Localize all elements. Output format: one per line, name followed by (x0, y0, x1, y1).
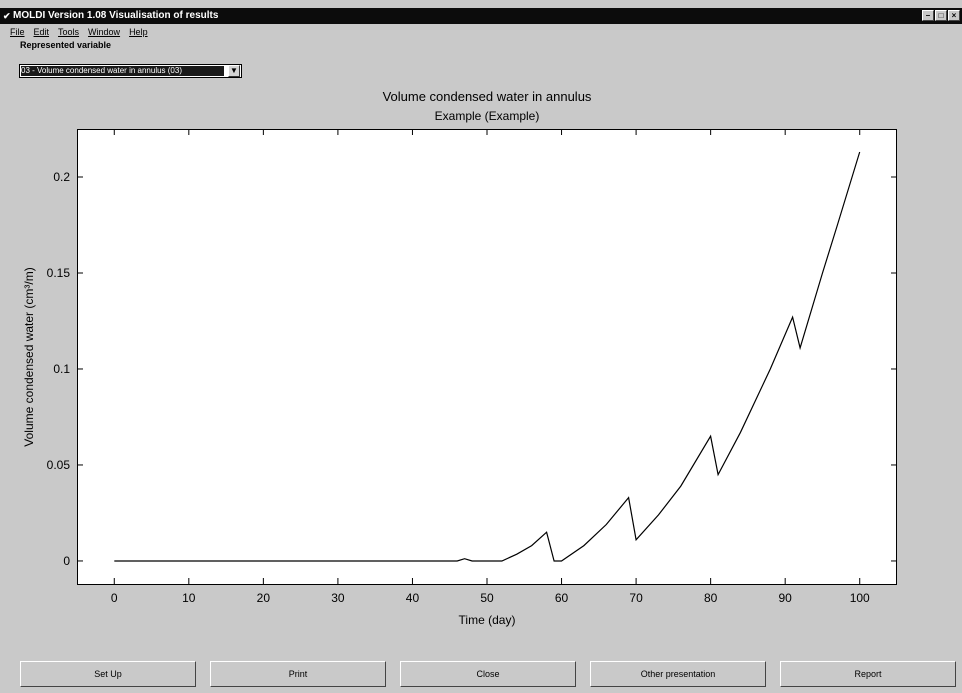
y-tick-label: 0.2 (53, 170, 70, 184)
maximize-button[interactable]: □ (935, 10, 947, 21)
close-window-button[interactable]: Close (400, 661, 576, 687)
represented-variable-select[interactable]: 03 - Volume condensed water in annulus (… (19, 64, 242, 78)
represented-variable-label: Represented variable (20, 40, 112, 50)
y-axis-label: Volume condensed water (cm³/m) (22, 267, 36, 446)
print-button[interactable]: Print (210, 661, 386, 687)
menu-bar: File Edit Tools Window Help (10, 27, 148, 39)
report-button[interactable]: Report (780, 661, 956, 687)
x-tick-label: 0 (111, 591, 118, 605)
chart-subtitle: Example (Example) (435, 109, 540, 123)
plot-area (77, 129, 897, 585)
x-tick-label: 60 (555, 591, 569, 605)
menu-tools[interactable]: Tools (58, 27, 80, 37)
x-axis-label: Time (day) (459, 613, 516, 627)
app-icon[interactable]: ✔ (3, 11, 11, 21)
chart: Volume condensed water in annulus Exampl… (22, 89, 897, 627)
other-presentation-button[interactable]: Other presentation (590, 661, 766, 687)
y-axis: 0 0.05 0.1 0.15 0.2 (47, 170, 897, 568)
x-tick-label: 40 (406, 591, 420, 605)
setup-button[interactable]: Set Up (20, 661, 196, 687)
title-bar: ✔ MOLDI Version 1.08 Visualisation of re… (0, 8, 962, 24)
menu-help[interactable]: Help (129, 27, 148, 37)
x-tick-label: 100 (850, 591, 870, 605)
y-tick-label: 0.05 (47, 458, 71, 472)
represented-variable-value: 03 - Volume condensed water in annulus (… (21, 66, 224, 76)
minimize-button[interactable]: – (922, 10, 934, 21)
window-title: MOLDI Version 1.08 Visualisation of resu… (13, 10, 219, 21)
x-tick-label: 30 (331, 591, 345, 605)
chevron-down-icon[interactable]: ▼ (228, 65, 240, 77)
x-tick-label: 90 (779, 591, 793, 605)
menu-file[interactable]: File (10, 27, 25, 37)
y-tick-label: 0 (63, 554, 70, 568)
x-axis: 0 10 20 30 40 50 60 70 80 90 100 (111, 129, 870, 605)
x-tick-label: 10 (182, 591, 196, 605)
x-tick-label: 70 (629, 591, 643, 605)
y-tick-label: 0.15 (47, 266, 71, 280)
y-tick-label: 0.1 (53, 362, 70, 376)
x-tick-label: 50 (480, 591, 494, 605)
close-button[interactable]: × (948, 10, 960, 21)
menu-window[interactable]: Window (88, 27, 121, 37)
x-tick-label: 20 (257, 591, 271, 605)
chart-title: Volume condensed water in annulus (383, 89, 592, 104)
series-line (114, 151, 861, 562)
x-tick-label: 80 (704, 591, 718, 605)
menu-edit[interactable]: Edit (33, 27, 50, 37)
